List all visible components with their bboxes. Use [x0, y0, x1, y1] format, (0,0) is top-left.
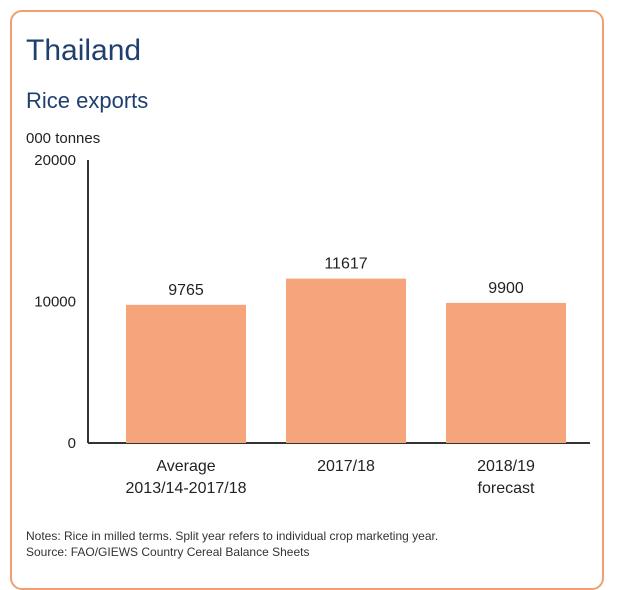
data-label: 11617: [324, 256, 367, 273]
chart-notes: Notes: Rice in milled terms. Split year …: [26, 528, 438, 560]
bar: [446, 302, 566, 443]
data-label: 9900: [488, 280, 524, 297]
x-tick-label: 2017/18: [317, 458, 375, 475]
source-line: Source: FAO/GIEWS Country Cereal Balance…: [26, 545, 310, 559]
bar-chart: 0 10000 20000 9765 Average 2013/14-2017/18 116…: [34, 152, 590, 497]
y-tick-label: 10000: [34, 294, 76, 311]
y-tick-label: 20000: [34, 152, 76, 169]
chart-title: Thailand: [26, 34, 142, 67]
bar: [126, 304, 246, 443]
bar: [286, 278, 406, 443]
x-tick-label: 2013/14-2017/18: [126, 480, 247, 497]
y-axis-unit-label: 000 tonnes: [26, 130, 101, 147]
y-tick-label: 0: [68, 435, 76, 452]
data-label: 9765: [168, 282, 204, 299]
chart-subtitle: Rice exports: [26, 88, 149, 113]
notes-line: Notes: Rice in milled terms. Split year …: [26, 529, 439, 543]
x-tick-label: forecast: [478, 480, 535, 497]
x-tick-label: 2018/19: [477, 458, 535, 475]
x-tick-label: Average: [156, 458, 215, 475]
